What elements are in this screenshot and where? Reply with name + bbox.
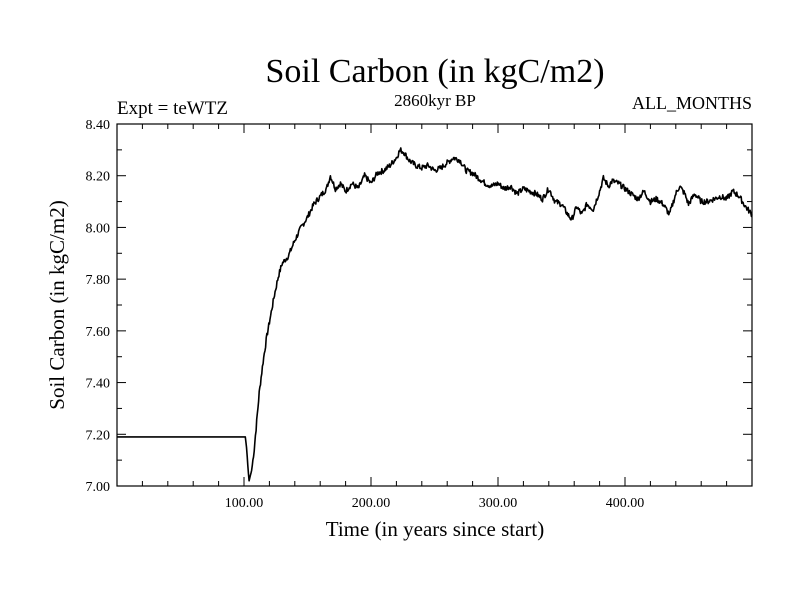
period-label: 2860kyr BP [394,91,476,110]
y-tick-label: 7.20 [86,428,111,443]
x-tick-label: 300.00 [479,496,518,511]
y-tick-label: 8.40 [86,118,111,133]
chart-title: Soil Carbon (in kgC/m2) [265,53,604,90]
plot-frame [116,123,753,487]
experiment-label: Expt = teWTZ [117,98,228,119]
y-tick-label: 7.60 [86,325,111,340]
x-axis-label: Time (in years since start) [326,517,545,541]
x-tick-label: 200.00 [352,496,391,511]
series-layer [116,147,753,482]
y-tick-label: 7.40 [86,377,111,392]
series-line [116,147,753,482]
x-axis-ticks: 100.00 200.00 300.00 400.00 [141,124,728,511]
y-tick-label: 8.00 [86,221,111,236]
y-tick-label: 8.20 [86,170,111,185]
y-tick-label: 7.00 [86,480,111,495]
y-axis-ticks: 7.00 7.20 7.40 7.60 7.80 8.00 8.20 8.40 [86,118,752,495]
x-tick-label: 100.00 [225,496,264,511]
x-tick-label: 400.00 [606,496,645,511]
months-label: ALL_MONTHS [632,93,752,113]
y-tick-label: 7.80 [86,273,111,288]
y-axis-label: Soil Carbon (in kgC/m2) [45,200,69,409]
